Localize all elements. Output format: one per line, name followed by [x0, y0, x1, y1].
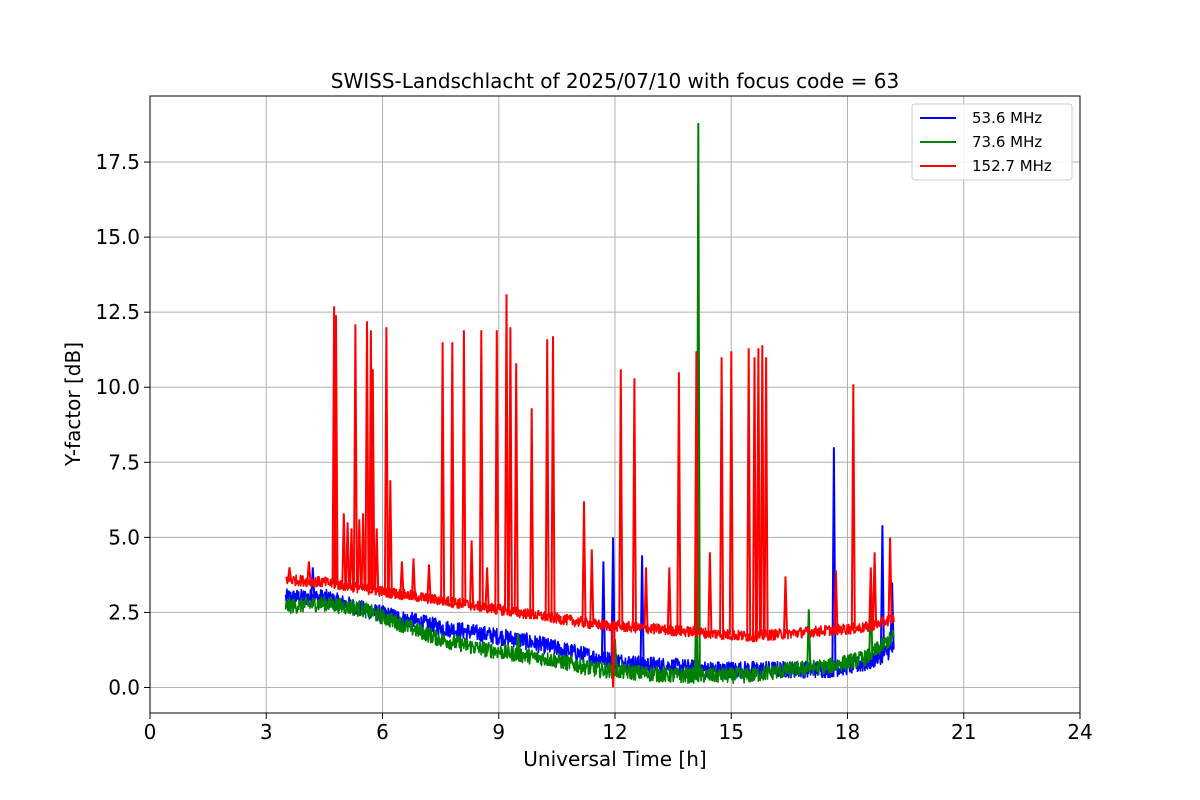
x-axis-label: Universal Time [h] [523, 747, 706, 771]
series-spike [504, 294, 509, 611]
series-spike [440, 342, 446, 601]
series-line [284, 595, 895, 685]
y-tick-label: 0.0 [108, 675, 140, 699]
series-spike [349, 528, 354, 587]
series-spike [544, 339, 550, 617]
series-spike [352, 324, 358, 588]
x-tick-label: 12 [602, 720, 627, 744]
y-tick-label: 10.0 [95, 375, 140, 399]
x-tick-label: 9 [492, 720, 505, 744]
series-spike [581, 501, 587, 623]
series-layer [284, 122, 895, 688]
series-spike [411, 558, 416, 597]
series-spike [360, 513, 366, 589]
series-spike [889, 582, 895, 650]
y-tick-label: 5.0 [108, 525, 140, 549]
x-tick-label: 3 [260, 720, 273, 744]
series-spike [333, 315, 339, 585]
series-spike [728, 351, 734, 635]
series-spike [643, 567, 649, 629]
series-spike [676, 372, 682, 631]
series-spike [707, 552, 713, 634]
series-spike [370, 369, 376, 590]
series-spike [515, 633, 521, 655]
series-spike [426, 564, 432, 599]
legend-label: 53.6 MHz [972, 109, 1042, 127]
legend-box [911, 103, 1073, 181]
series-spike [449, 342, 455, 603]
y-tick-label: 12.5 [95, 300, 140, 324]
series-spike [529, 408, 535, 615]
series-spike [868, 567, 874, 627]
series-spike [666, 567, 672, 631]
series-spike [833, 570, 839, 630]
ticks: 0 3 6 9 12 15 18 21 24 0.0 2.5 5.0 7.5 10.0 12.5 15.0 17… [95, 150, 1092, 744]
series-spike [364, 321, 370, 590]
series-spike [484, 567, 490, 608]
series-spike [806, 609, 812, 669]
legend: 53.6 MHz 73.6 MHz 152.7 MHz [911, 103, 1073, 181]
series-152-7-mhz [285, 294, 895, 688]
x-tick-label: 6 [376, 720, 389, 744]
series-spike [306, 561, 312, 582]
series-spike [589, 549, 595, 624]
legend-label: 152.7 MHz [972, 157, 1052, 175]
series-spike [513, 363, 519, 613]
series-spike [478, 330, 484, 607]
series-spike [755, 348, 761, 636]
y-tick-label: 2.5 [108, 600, 140, 624]
y-axis-label: Y-factor [dB] [61, 342, 85, 467]
series-spike [461, 330, 467, 605]
series-spike [374, 528, 380, 591]
series-spike [746, 348, 752, 637]
series-spike [356, 519, 362, 588]
series-spike [752, 357, 757, 637]
series-spike [693, 351, 699, 633]
series-spike [887, 537, 893, 620]
series-spike [759, 345, 765, 636]
x-tick-label: 21 [951, 720, 976, 744]
series-spike [387, 480, 393, 593]
x-tick-label: 24 [1067, 720, 1092, 744]
series-spike [783, 576, 788, 634]
series-spike [383, 327, 389, 593]
series-spike [494, 330, 500, 610]
x-tick-label: 18 [835, 720, 860, 744]
series-spike [399, 561, 405, 595]
series-spike [872, 552, 878, 625]
series-spike [345, 522, 351, 587]
chart-title: SWISS-Landschlacht of 2025/07/10 with fo… [331, 69, 899, 93]
series-spike [763, 357, 769, 636]
series-spike [610, 537, 616, 661]
x-tick-label: 15 [719, 720, 744, 744]
series-spike [719, 357, 725, 635]
x-tick-label: 0 [144, 720, 157, 744]
series-spike [618, 369, 624, 627]
series-spike [341, 513, 347, 586]
y-tick-label: 17.5 [95, 150, 140, 174]
series-spike [469, 540, 475, 606]
series-spike [550, 336, 556, 618]
series-spike [610, 625, 616, 688]
y-tick-label: 15.0 [95, 225, 140, 249]
series-spike [287, 567, 292, 580]
series-spike [631, 378, 637, 628]
series-spike [850, 384, 856, 629]
series-spike [507, 327, 513, 612]
series-spike [879, 525, 885, 655]
legend-label: 73.6 MHz [972, 133, 1042, 151]
y-tick-label: 7.5 [108, 450, 140, 474]
